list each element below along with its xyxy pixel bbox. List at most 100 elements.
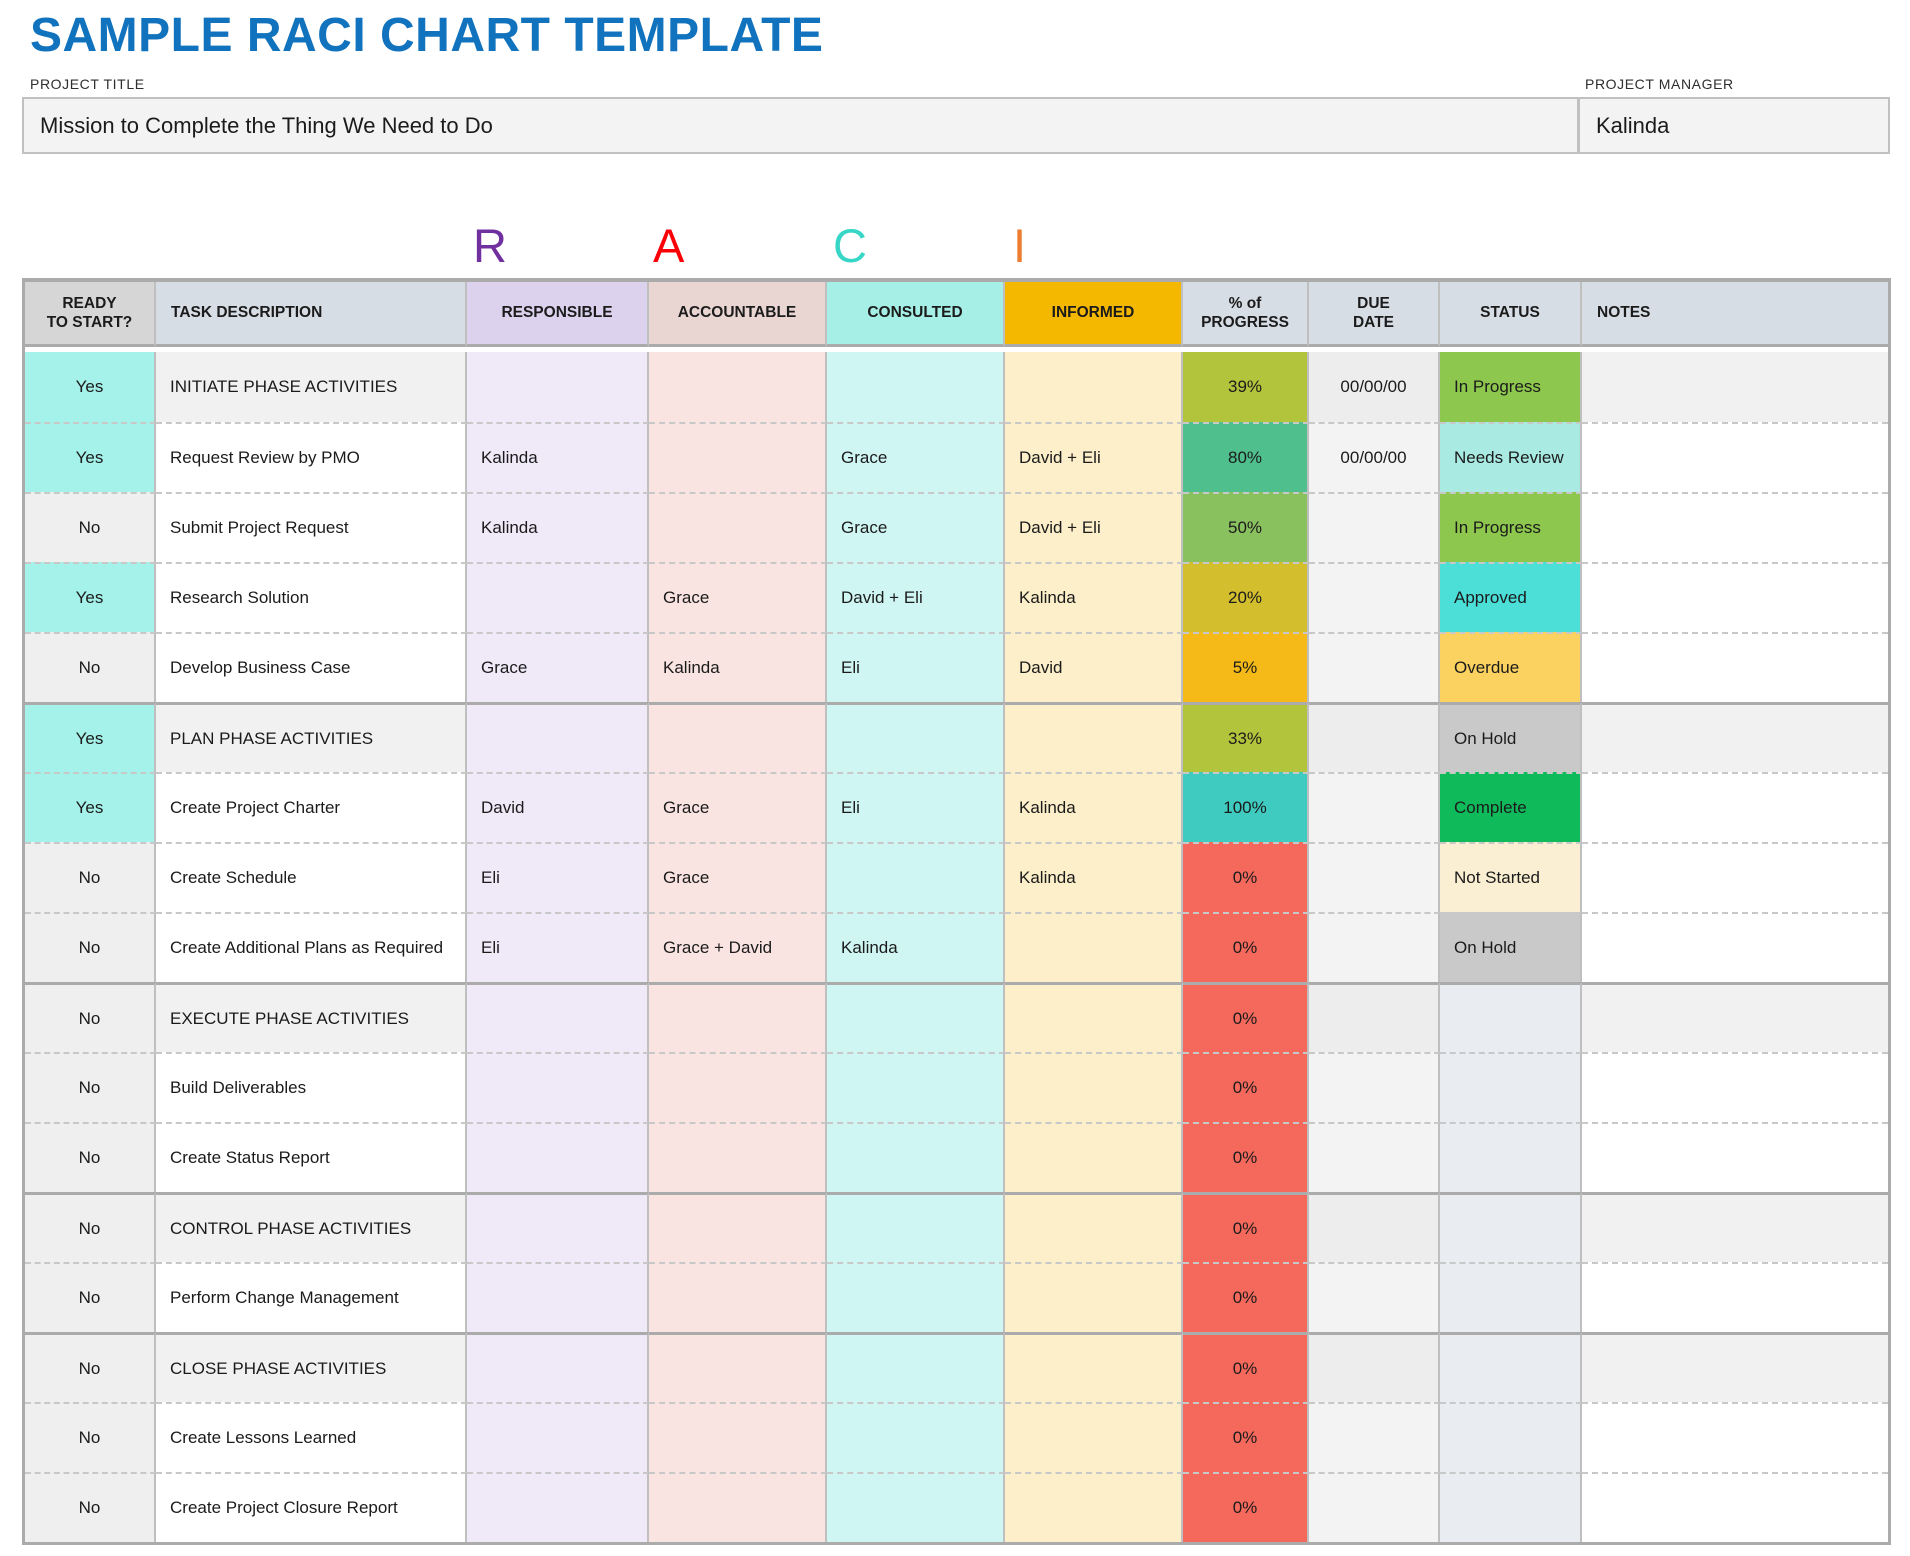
- ready-cell[interactable]: No: [25, 1332, 156, 1402]
- accountable-cell[interactable]: [649, 1332, 827, 1402]
- task-cell[interactable]: Perform Change Management: [156, 1262, 467, 1332]
- accountable-cell[interactable]: [649, 1472, 827, 1542]
- progress-cell[interactable]: 100%: [1183, 772, 1309, 842]
- notes-cell[interactable]: [1582, 1122, 1888, 1192]
- due-date-cell[interactable]: [1309, 1402, 1440, 1472]
- notes-cell[interactable]: [1582, 1262, 1888, 1332]
- notes-cell[interactable]: [1582, 562, 1888, 632]
- accountable-cell[interactable]: Grace: [649, 842, 827, 912]
- project-title-field[interactable]: Mission to Complete the Thing We Need to…: [22, 97, 1578, 154]
- accountable-cell[interactable]: [649, 1192, 827, 1262]
- responsible-cell[interactable]: [467, 1192, 649, 1262]
- due-date-cell[interactable]: [1309, 982, 1440, 1052]
- task-cell[interactable]: Request Review by PMO: [156, 422, 467, 492]
- progress-cell[interactable]: 5%: [1183, 632, 1309, 702]
- consulted-cell[interactable]: [827, 1262, 1005, 1332]
- status-cell[interactable]: Not Started: [1440, 842, 1582, 912]
- informed-cell[interactable]: [1005, 912, 1183, 982]
- ready-cell[interactable]: No: [25, 1472, 156, 1542]
- ready-cell[interactable]: No: [25, 632, 156, 702]
- notes-cell[interactable]: [1582, 1402, 1888, 1472]
- responsible-cell[interactable]: [467, 1262, 649, 1332]
- due-date-cell[interactable]: [1309, 632, 1440, 702]
- consulted-cell[interactable]: [827, 1052, 1005, 1122]
- informed-cell[interactable]: Kalinda: [1005, 772, 1183, 842]
- progress-cell[interactable]: 50%: [1183, 492, 1309, 562]
- progress-cell[interactable]: 80%: [1183, 422, 1309, 492]
- consulted-cell[interactable]: [827, 842, 1005, 912]
- ready-cell[interactable]: Yes: [25, 352, 156, 422]
- ready-cell[interactable]: No: [25, 1262, 156, 1332]
- status-cell[interactable]: [1440, 1472, 1582, 1542]
- informed-cell[interactable]: [1005, 352, 1183, 422]
- informed-cell[interactable]: [1005, 1402, 1183, 1472]
- notes-cell[interactable]: [1582, 1052, 1888, 1122]
- due-date-cell[interactable]: 00/00/00: [1309, 352, 1440, 422]
- notes-cell[interactable]: [1582, 842, 1888, 912]
- responsible-cell[interactable]: [467, 1402, 649, 1472]
- ready-cell[interactable]: No: [25, 1192, 156, 1262]
- ready-cell[interactable]: Yes: [25, 422, 156, 492]
- task-cell[interactable]: Submit Project Request: [156, 492, 467, 562]
- ready-cell[interactable]: No: [25, 492, 156, 562]
- responsible-cell[interactable]: [467, 982, 649, 1052]
- accountable-cell[interactable]: [649, 1052, 827, 1122]
- status-cell[interactable]: [1440, 1332, 1582, 1402]
- ready-cell[interactable]: Yes: [25, 562, 156, 632]
- responsible-cell[interactable]: [467, 1332, 649, 1402]
- due-date-cell[interactable]: [1309, 1122, 1440, 1192]
- consulted-cell[interactable]: [827, 1332, 1005, 1402]
- informed-cell[interactable]: [1005, 1332, 1183, 1402]
- accountable-cell[interactable]: Kalinda: [649, 632, 827, 702]
- consulted-cell[interactable]: David + Eli: [827, 562, 1005, 632]
- progress-cell[interactable]: 0%: [1183, 1262, 1309, 1332]
- responsible-cell[interactable]: [467, 1472, 649, 1542]
- notes-cell[interactable]: [1582, 492, 1888, 562]
- status-cell[interactable]: In Progress: [1440, 492, 1582, 562]
- responsible-cell[interactable]: Eli: [467, 842, 649, 912]
- consulted-cell[interactable]: Grace: [827, 422, 1005, 492]
- task-cell[interactable]: Create Project Closure Report: [156, 1472, 467, 1542]
- progress-cell[interactable]: 33%: [1183, 702, 1309, 772]
- informed-cell[interactable]: [1005, 1052, 1183, 1122]
- ready-cell[interactable]: Yes: [25, 702, 156, 772]
- notes-cell[interactable]: [1582, 632, 1888, 702]
- progress-cell[interactable]: 20%: [1183, 562, 1309, 632]
- notes-cell[interactable]: [1582, 772, 1888, 842]
- accountable-cell[interactable]: [649, 702, 827, 772]
- notes-cell[interactable]: [1582, 702, 1888, 772]
- consulted-cell[interactable]: [827, 1192, 1005, 1262]
- accountable-cell[interactable]: [649, 422, 827, 492]
- progress-cell[interactable]: 0%: [1183, 842, 1309, 912]
- consulted-cell[interactable]: Eli: [827, 632, 1005, 702]
- due-date-cell[interactable]: [1309, 1262, 1440, 1332]
- notes-cell[interactable]: [1582, 422, 1888, 492]
- informed-cell[interactable]: Kalinda: [1005, 562, 1183, 632]
- status-cell[interactable]: Approved: [1440, 562, 1582, 632]
- status-cell[interactable]: [1440, 1122, 1582, 1192]
- status-cell[interactable]: On Hold: [1440, 702, 1582, 772]
- notes-cell[interactable]: [1582, 982, 1888, 1052]
- progress-cell[interactable]: 39%: [1183, 352, 1309, 422]
- due-date-cell[interactable]: [1309, 702, 1440, 772]
- ready-cell[interactable]: Yes: [25, 772, 156, 842]
- notes-cell[interactable]: [1582, 1192, 1888, 1262]
- task-cell[interactable]: Build Deliverables: [156, 1052, 467, 1122]
- due-date-cell[interactable]: [1309, 912, 1440, 982]
- status-cell[interactable]: [1440, 1052, 1582, 1122]
- responsible-cell[interactable]: [467, 562, 649, 632]
- accountable-cell[interactable]: Grace: [649, 772, 827, 842]
- notes-cell[interactable]: [1582, 1472, 1888, 1542]
- status-cell[interactable]: [1440, 1402, 1582, 1472]
- task-cell[interactable]: Create Project Charter: [156, 772, 467, 842]
- progress-cell[interactable]: 0%: [1183, 1332, 1309, 1402]
- informed-cell[interactable]: [1005, 702, 1183, 772]
- consulted-cell[interactable]: [827, 352, 1005, 422]
- accountable-cell[interactable]: Grace: [649, 562, 827, 632]
- ready-cell[interactable]: No: [25, 842, 156, 912]
- consulted-cell[interactable]: [827, 982, 1005, 1052]
- informed-cell[interactable]: [1005, 1192, 1183, 1262]
- task-cell[interactable]: PLAN PHASE ACTIVITIES: [156, 702, 467, 772]
- responsible-cell[interactable]: [467, 702, 649, 772]
- progress-cell[interactable]: 0%: [1183, 1052, 1309, 1122]
